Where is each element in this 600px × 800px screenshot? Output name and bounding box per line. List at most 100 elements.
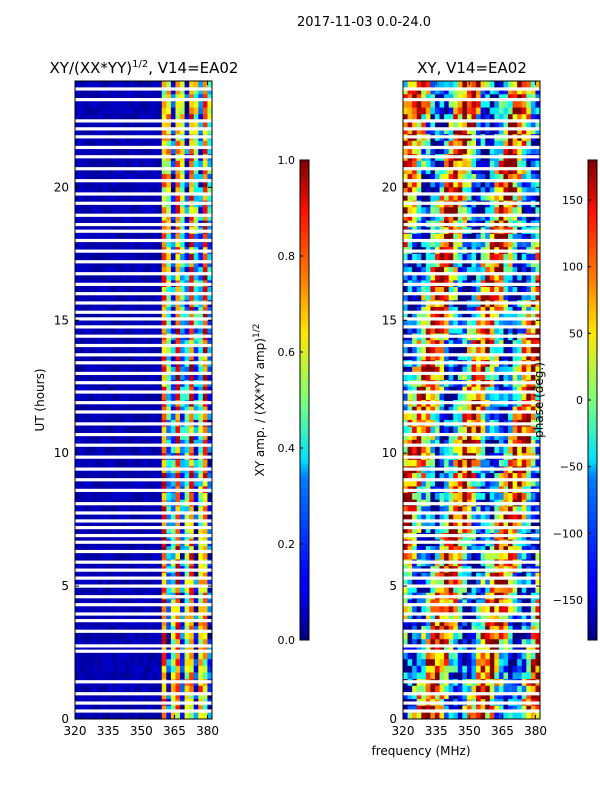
heatmap-cell bbox=[466, 260, 472, 268]
heatmap-cell bbox=[189, 705, 195, 713]
heatmap-cell bbox=[526, 267, 532, 275]
heatmap-cell bbox=[106, 81, 112, 88]
heatmap-cell bbox=[170, 240, 176, 248]
heatmap-cell bbox=[116, 619, 121, 627]
heatmap-cell bbox=[453, 213, 459, 221]
heatmap-cell bbox=[129, 81, 135, 88]
heatmap-cell bbox=[152, 612, 158, 620]
heatmap-cell bbox=[407, 439, 413, 447]
heatmap-cell bbox=[508, 174, 513, 181]
heatmap-cell bbox=[125, 140, 131, 148]
heatmap-cell bbox=[489, 140, 495, 148]
heatmap-cell bbox=[97, 512, 103, 520]
heatmap-cell bbox=[407, 293, 413, 301]
heatmap-cell bbox=[102, 353, 108, 361]
heatmap-cell bbox=[170, 114, 176, 122]
heatmap-cell bbox=[416, 260, 422, 268]
heatmap-cell bbox=[84, 253, 89, 261]
heatmap-cell bbox=[485, 366, 491, 374]
flagged-gap bbox=[75, 568, 212, 572]
heatmap-cell bbox=[407, 366, 413, 374]
heatmap-cell bbox=[175, 599, 181, 607]
heatmap-cell bbox=[129, 240, 135, 248]
heatmap-cell bbox=[480, 506, 486, 514]
heatmap-cell bbox=[97, 473, 103, 481]
heatmap-cell bbox=[434, 160, 440, 168]
heatmap-cell bbox=[111, 433, 117, 441]
heatmap-cell bbox=[102, 586, 108, 594]
heatmap-cell bbox=[88, 240, 94, 248]
heatmap-cell bbox=[120, 705, 126, 713]
heatmap-cell bbox=[421, 140, 427, 148]
heatmap-cell bbox=[485, 459, 491, 467]
heatmap-cell bbox=[416, 366, 422, 374]
heatmap-cell bbox=[476, 174, 481, 181]
heatmap-cell bbox=[138, 160, 144, 168]
heatmap-cell bbox=[412, 320, 417, 328]
heatmap-cell bbox=[175, 473, 181, 481]
heatmap-cell bbox=[462, 373, 468, 381]
heatmap-cell bbox=[448, 366, 454, 374]
heatmap-cell bbox=[508, 439, 513, 447]
heatmap-cell bbox=[148, 625, 153, 633]
heatmap-cell bbox=[102, 506, 108, 514]
heatmap-cell bbox=[161, 552, 167, 560]
flagged-gap bbox=[75, 167, 212, 171]
heatmap-cell bbox=[476, 140, 481, 148]
heatmap-cell bbox=[148, 552, 153, 560]
heatmap-cell bbox=[466, 459, 472, 467]
heatmap-cell bbox=[526, 293, 532, 301]
heatmap-cell bbox=[143, 473, 149, 481]
heatmap-cell bbox=[457, 193, 463, 201]
heatmap-cell bbox=[120, 260, 126, 268]
heatmap-cell bbox=[494, 240, 500, 248]
heatmap-cell bbox=[166, 632, 172, 640]
heatmap-cell bbox=[416, 479, 422, 487]
heatmap-cell bbox=[508, 366, 513, 374]
heatmap-cell bbox=[79, 273, 85, 281]
heatmap-cell bbox=[489, 386, 495, 394]
heatmap-cell bbox=[503, 207, 509, 215]
heatmap-cell bbox=[106, 320, 112, 328]
heatmap-cell bbox=[180, 493, 185, 500]
heatmap-cell bbox=[430, 346, 436, 354]
heatmap-cell bbox=[152, 114, 158, 122]
heatmap-cell bbox=[198, 180, 204, 188]
heatmap-cell bbox=[526, 313, 532, 321]
heatmap-cell bbox=[79, 160, 85, 168]
heatmap-cell bbox=[111, 313, 117, 321]
heatmap-cell bbox=[485, 326, 491, 334]
heatmap-cell bbox=[97, 386, 103, 394]
heatmap-cell bbox=[175, 187, 181, 195]
heatmap-cell bbox=[97, 552, 103, 560]
heatmap-cell bbox=[421, 120, 427, 128]
heatmap-cell bbox=[202, 692, 208, 700]
heatmap-cell bbox=[471, 353, 477, 361]
heatmap-cell bbox=[152, 100, 158, 108]
heatmap-cell bbox=[489, 353, 495, 361]
heatmap-cell bbox=[508, 213, 513, 221]
heatmap-cell bbox=[193, 665, 199, 673]
heatmap-cell bbox=[494, 160, 500, 168]
heatmap-cell bbox=[403, 459, 408, 467]
heatmap-cell bbox=[157, 193, 163, 201]
flagged-gap bbox=[75, 612, 212, 616]
heatmap-cell bbox=[476, 326, 481, 334]
heatmap-cell bbox=[129, 439, 135, 447]
heatmap-cell bbox=[434, 439, 440, 447]
heatmap-cell bbox=[457, 240, 463, 248]
heatmap-cell bbox=[453, 114, 459, 122]
heatmap-cell bbox=[180, 167, 185, 175]
heatmap-cell bbox=[189, 473, 195, 481]
heatmap-cell bbox=[403, 326, 408, 334]
heatmap-cell bbox=[498, 306, 504, 314]
heatmap-cell bbox=[494, 140, 500, 148]
heatmap-cell bbox=[180, 506, 185, 514]
heatmap-cell bbox=[143, 114, 149, 122]
heatmap-cell bbox=[508, 253, 513, 261]
heatmap-cell bbox=[97, 187, 103, 195]
heatmap-cell bbox=[125, 493, 131, 500]
heatmap-cell bbox=[412, 160, 417, 168]
heatmap-cell bbox=[180, 413, 185, 421]
heatmap-cell bbox=[198, 233, 204, 241]
